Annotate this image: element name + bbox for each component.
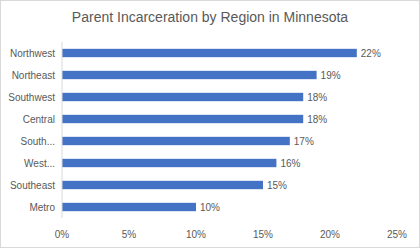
- data-label: 19%: [321, 70, 341, 81]
- bar: [62, 49, 357, 57]
- x-tick-label: 15%: [253, 229, 273, 240]
- x-tick-label: 0%: [55, 229, 70, 240]
- bars: [62, 49, 357, 211]
- x-tick-label: 20%: [320, 229, 340, 240]
- category-label: Northeast: [12, 70, 56, 81]
- x-tick-label: 10%: [186, 229, 206, 240]
- chart-frame: [1, 1, 420, 248]
- data-label: 17%: [294, 136, 314, 147]
- bar: [62, 181, 263, 189]
- chart: Parent Incarceration by Region in Minnes…: [0, 0, 420, 248]
- category-label: Southeast: [10, 180, 55, 191]
- category-label: Northwest: [10, 48, 55, 59]
- category-label: West...: [24, 158, 55, 169]
- bar: [62, 71, 317, 79]
- data-label: 18%: [307, 114, 327, 125]
- bar: [62, 159, 276, 167]
- bar: [62, 93, 303, 101]
- bar: [62, 115, 303, 123]
- chart-svg: Parent Incarceration by Region in Minnes…: [0, 0, 420, 248]
- data-label: 22%: [361, 48, 381, 59]
- y-axis-line: [62, 42, 63, 218]
- title: Parent Incarceration by Region in Minnes…: [72, 9, 348, 25]
- data-label: 10%: [200, 202, 220, 213]
- bar: [62, 137, 290, 145]
- x-tick-label: 25%: [387, 229, 407, 240]
- category-label: Central: [23, 114, 55, 125]
- data-label: 18%: [307, 92, 327, 103]
- category-label: Southwest: [8, 92, 55, 103]
- bar: [62, 203, 196, 211]
- category-label: Metro: [29, 202, 55, 213]
- x-tick-label: 5%: [122, 229, 137, 240]
- data-label: 15%: [267, 180, 287, 191]
- category-label: South...: [21, 136, 55, 147]
- data-label: 16%: [280, 158, 300, 169]
